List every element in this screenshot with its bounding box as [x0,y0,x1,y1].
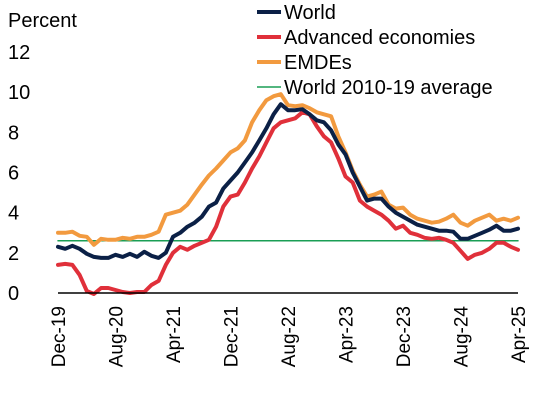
x-tick-label: Dec-19 [49,306,70,367]
y-unit-label: Percent [8,10,77,32]
y-tick-label: 12 [8,42,30,64]
x-tick-label: Apr-23 [337,306,358,363]
legend-label: EMDEs [284,52,352,74]
x-tick-label: Dec-23 [394,306,415,367]
series-line-advanced-economies [56,110,520,296]
y-tick-label: 2 [8,243,19,265]
y-tick-label: 4 [8,203,19,225]
series-line-emdes [56,92,520,247]
legend-label: World [284,2,336,24]
legend-label: Advanced economies [284,27,475,49]
y-tick-label: 10 [8,82,30,104]
x-tick-label: Apr-21 [164,306,185,363]
x-tick-label: Apr-25 [509,306,530,363]
legend: World Advanced economies EMDEs World 2010-1… [257,2,493,99]
x-tick-label: Dec-21 [222,306,243,367]
y-tick-label: 6 [8,163,19,185]
x-tick-label: Aug-20 [107,306,128,367]
series-line-world [56,102,520,260]
y-tick-label: 0 [8,283,19,305]
x-axis-ticks: Dec-19 Aug-20 Apr-21 Dec-21 Aug-22 Apr-23 Dec-… [49,306,530,368]
x-tick-label: Aug-22 [279,306,300,367]
y-axis-ticks: 0 2 4 6 8 10 12 [8,42,30,305]
legend-label: World 2010-19 average [284,77,493,99]
series-lines [56,92,520,296]
x-tick-label: Aug-24 [452,306,473,368]
y-tick-label: 8 [8,122,19,144]
